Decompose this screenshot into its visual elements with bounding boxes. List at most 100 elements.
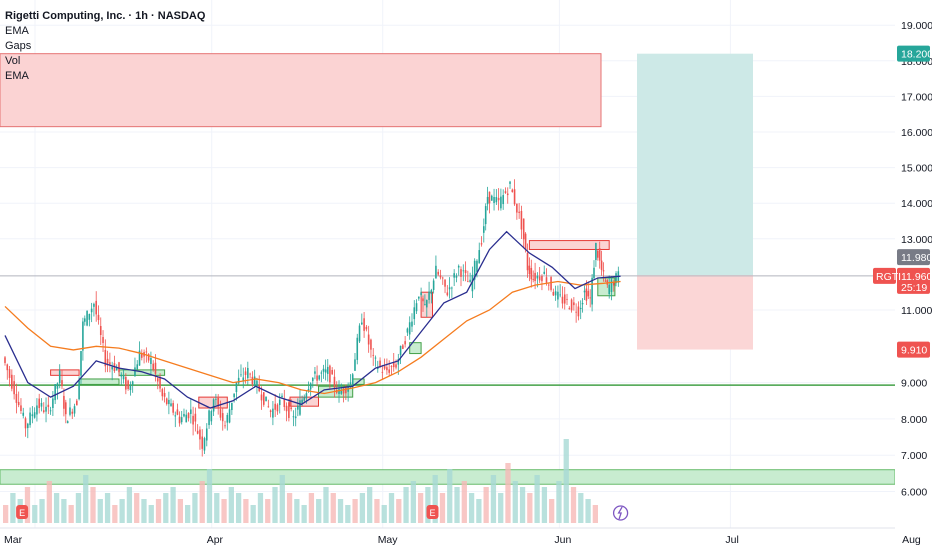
earnings-marker-label: E [19, 508, 25, 518]
candle-body [358, 325, 361, 342]
volume-bar [585, 499, 591, 523]
candle-body [147, 354, 150, 361]
candle-body [370, 339, 372, 350]
volume-bar [505, 463, 511, 523]
candle-body [390, 366, 393, 368]
y-tick-label: 16.000 [901, 127, 932, 139]
symbol-title[interactable]: Rigetti Computing, Inc. · 1h · NASDAQ [5, 10, 206, 22]
candle-body [500, 196, 502, 209]
volume-bar [410, 481, 416, 523]
indicator-ema-slow[interactable]: EMA [5, 70, 29, 82]
candle-body [38, 398, 40, 409]
candle-body [490, 195, 493, 201]
volume-bar [177, 499, 184, 523]
candle-body [392, 361, 395, 368]
candle-body [196, 430, 199, 434]
candle-body [444, 279, 446, 287]
candle-body [102, 337, 104, 343]
candle-body [322, 368, 325, 372]
candle-body [320, 372, 323, 374]
volume-bar [206, 469, 213, 523]
candle-body [36, 405, 38, 415]
candle-body [538, 276, 541, 281]
volume-bar [228, 487, 234, 523]
candle-body [272, 408, 274, 418]
candle-body [235, 381, 238, 393]
candle-body [61, 380, 63, 387]
gap-box [409, 342, 422, 355]
candle-body [326, 366, 329, 374]
candle-body [104, 349, 107, 367]
candle-body [134, 367, 136, 376]
candle-body [262, 392, 265, 405]
candle-body [379, 360, 381, 367]
candle-body [165, 398, 168, 405]
candle-body [506, 193, 509, 196]
candle-body [224, 425, 226, 427]
candle-body [552, 291, 555, 296]
gap-box [597, 277, 616, 297]
gap-box [50, 369, 80, 376]
indicator-gaps[interactable]: Gaps [5, 40, 32, 52]
candle-body [372, 354, 375, 356]
candle-body [511, 189, 514, 193]
candle-body [428, 291, 430, 300]
candle-body [231, 402, 233, 411]
candle-body [260, 394, 263, 401]
candle-body [95, 300, 97, 315]
volume-bar [53, 493, 60, 523]
candle-body [361, 322, 363, 325]
candle-body [532, 278, 534, 280]
candle-body [226, 414, 229, 423]
volume-bar [563, 439, 569, 523]
earnings-marker [16, 505, 29, 519]
candle-body [307, 388, 310, 391]
candle-body [20, 405, 22, 412]
candle-body [386, 367, 388, 371]
resistance-zone [0, 53, 602, 128]
candle-body [90, 308, 93, 313]
candle-body [516, 203, 518, 213]
volume-bar [141, 499, 147, 523]
candle-body [610, 279, 613, 293]
candle-body [111, 366, 113, 370]
candle-body [589, 297, 591, 299]
candles [4, 179, 620, 457]
candle-body [274, 403, 276, 410]
y-tick-label: 15.000 [901, 163, 932, 175]
candle-body [600, 260, 603, 270]
indicator-ema-fast[interactable]: EMA [5, 25, 29, 37]
volume-bar [534, 475, 540, 523]
candle-body [488, 191, 491, 204]
candle-body [543, 271, 546, 274]
candle-body [97, 314, 100, 321]
candle-body [131, 381, 134, 385]
x-tick-label: Aug [902, 534, 921, 546]
candle-body [513, 189, 516, 205]
volume-bar [476, 499, 482, 523]
candle-body [82, 321, 84, 351]
candle-body [345, 386, 347, 394]
candle-body [187, 413, 190, 419]
candle-body [415, 303, 418, 312]
candle-body [88, 313, 91, 320]
volume-bar [578, 493, 584, 523]
candle-body [13, 381, 15, 395]
indicator-volume[interactable]: Vol [5, 55, 21, 67]
gap-box [78, 378, 120, 385]
candle-body [178, 416, 181, 424]
candle-body [568, 308, 571, 310]
last-price-tag-bg [897, 267, 930, 294]
candle-body [63, 395, 65, 409]
y-tick-label: 11.000 [901, 305, 932, 317]
chart-legend: Rigetti Computing, Inc. · 1h · NASDAQ EM… [5, 9, 205, 84]
candle-body [324, 369, 327, 373]
gap-box [528, 240, 610, 250]
candle-body [33, 412, 36, 418]
candle-body [161, 389, 164, 397]
candle-body [49, 410, 52, 412]
volume-bar [148, 505, 154, 523]
y-tick-label: 19.000 [901, 20, 932, 32]
candle-body [363, 318, 365, 331]
